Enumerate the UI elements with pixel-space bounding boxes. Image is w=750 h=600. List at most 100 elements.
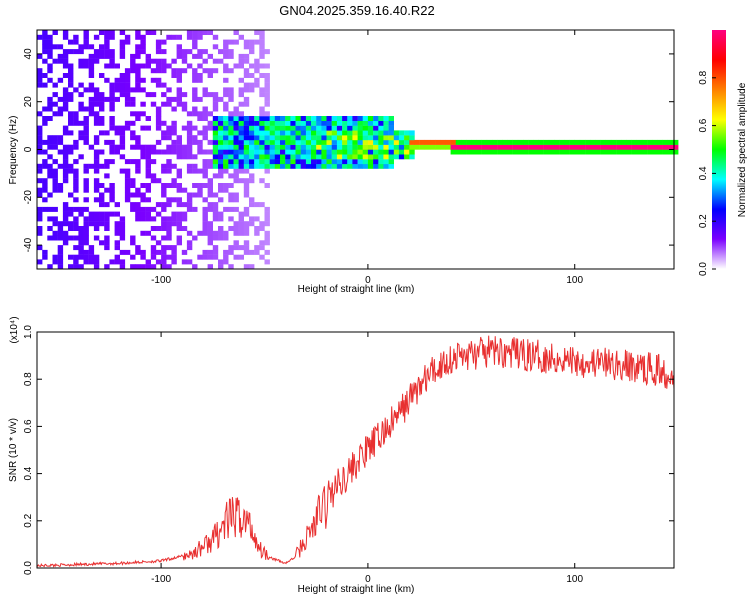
heatmap-cell: [243, 211, 250, 217]
heatmap-cell: [305, 154, 312, 160]
heatmap-cell: [305, 125, 312, 131]
heatmap-cell: [37, 125, 43, 131]
heatmap-cell: [155, 149, 162, 155]
heatmap-cell: [393, 130, 400, 136]
heatmap-cell: [42, 183, 48, 188]
heatmap-cell: [155, 178, 162, 184]
heatmap-cell: [228, 192, 234, 198]
heatmap-cell: [264, 101, 270, 107]
heatmap-cell: [336, 154, 343, 160]
heatmap-cell: [212, 230, 219, 236]
heatmap-cell: [212, 211, 219, 217]
heatmap-cell: [590, 144, 596, 150]
heatmap-cell: [202, 159, 208, 165]
heatmap-cell: [430, 139, 436, 145]
heatmap-cell: [88, 87, 95, 93]
heatmap-cell: [383, 159, 389, 165]
heatmap-cell: [254, 149, 260, 155]
heatmap-cell: [383, 135, 389, 141]
heatmap-cell: [42, 30, 48, 35]
heatmap-cell: [93, 58, 100, 64]
heatmap-cell: [145, 230, 151, 236]
heatmap-cell: [155, 111, 162, 117]
heatmap-cell: [243, 183, 250, 188]
heatmap-cell: [207, 53, 213, 59]
heatmap-cell: [223, 92, 229, 98]
heatmap-cell: [68, 235, 74, 241]
heatmap-cell: [264, 154, 270, 160]
heatmap-cell: [68, 206, 74, 212]
heatmap-cell: [47, 192, 53, 198]
heatmap-cell: [610, 149, 617, 155]
heatmap-cell: [202, 135, 208, 141]
heatmap-cell: [186, 245, 193, 251]
heatmap-cell: [357, 163, 363, 169]
heatmap-cell: [47, 216, 53, 222]
heatmap-cell: [78, 120, 84, 126]
heatmap-cell: [37, 216, 43, 222]
heatmap-cell: [274, 159, 281, 165]
heatmap-cell: [300, 144, 307, 150]
heatmap-cell: [42, 116, 48, 121]
heatmap-cell: [124, 178, 131, 184]
heatmap-cell: [150, 77, 157, 83]
heatmap-cell: [78, 44, 84, 50]
heatmap-cell: [228, 163, 234, 169]
heatmap-cell: [68, 221, 74, 227]
heatmap-cell: [218, 197, 224, 203]
heatmap-cell: [218, 154, 224, 160]
heatmap-cell: [57, 226, 64, 231]
heatmap-cell: [78, 240, 84, 246]
heatmap-cell: [140, 264, 146, 270]
heatmap-cell: [161, 149, 167, 155]
heatmap-cell: [212, 44, 219, 50]
heatmap-cell: [305, 159, 312, 165]
heatmap-cell: [243, 87, 250, 93]
heatmap-cell: [47, 68, 53, 74]
heatmap-cell: [243, 178, 250, 184]
heatmap-cell: [181, 125, 188, 131]
heatmap-cell: [78, 130, 84, 136]
heatmap-cell: [140, 87, 146, 93]
heatmap-cell: [197, 96, 203, 102]
heatmap-cell: [388, 130, 394, 136]
heatmap-cell: [373, 120, 379, 126]
heatmap-cell: [347, 149, 353, 155]
heatmap-cell: [135, 34, 141, 40]
heatmap-cell: [68, 39, 74, 45]
heatmap-cell: [135, 82, 141, 88]
heatmap-cell: [223, 125, 229, 131]
heatmap-cell: [104, 34, 110, 40]
heatmap-cell: [186, 63, 193, 69]
heatmap-cell: [352, 130, 358, 136]
heatmap-cell: [290, 139, 296, 145]
heatmap-cell: [476, 149, 482, 155]
heatmap-cell: [135, 245, 141, 251]
heatmap-cell: [212, 92, 219, 98]
heatmap-cell: [264, 240, 270, 246]
heatmap-cell: [192, 183, 198, 188]
heatmap-cell: [600, 139, 606, 145]
heatmap-cell: [238, 63, 244, 69]
heatmap-cell: [212, 173, 219, 179]
heatmap-cell: [259, 125, 265, 131]
heatmap-cell: [109, 120, 115, 126]
heatmap-cell: [62, 63, 69, 69]
heatmap-cell: [300, 163, 307, 169]
heatmap-cell: [305, 139, 312, 145]
heatmap-cell: [254, 135, 260, 141]
heatmap-cell: [574, 139, 581, 145]
heatmap-cell: [171, 249, 177, 255]
heatmap-cell: [218, 159, 224, 165]
spectrogram-y-label: Frequency (Hz): [8, 116, 19, 185]
heatmap-cell: [52, 144, 58, 150]
heatmap-cell: [73, 183, 79, 188]
heatmap-cell: [47, 264, 53, 270]
heatmap-cell: [114, 221, 120, 227]
heatmap-cell: [57, 111, 64, 117]
x-tick-label: 0: [365, 275, 371, 286]
heatmap-cell: [192, 264, 198, 270]
heatmap-cell: [662, 144, 668, 150]
heatmap-cell: [161, 68, 167, 74]
heatmap-cell: [68, 63, 74, 69]
